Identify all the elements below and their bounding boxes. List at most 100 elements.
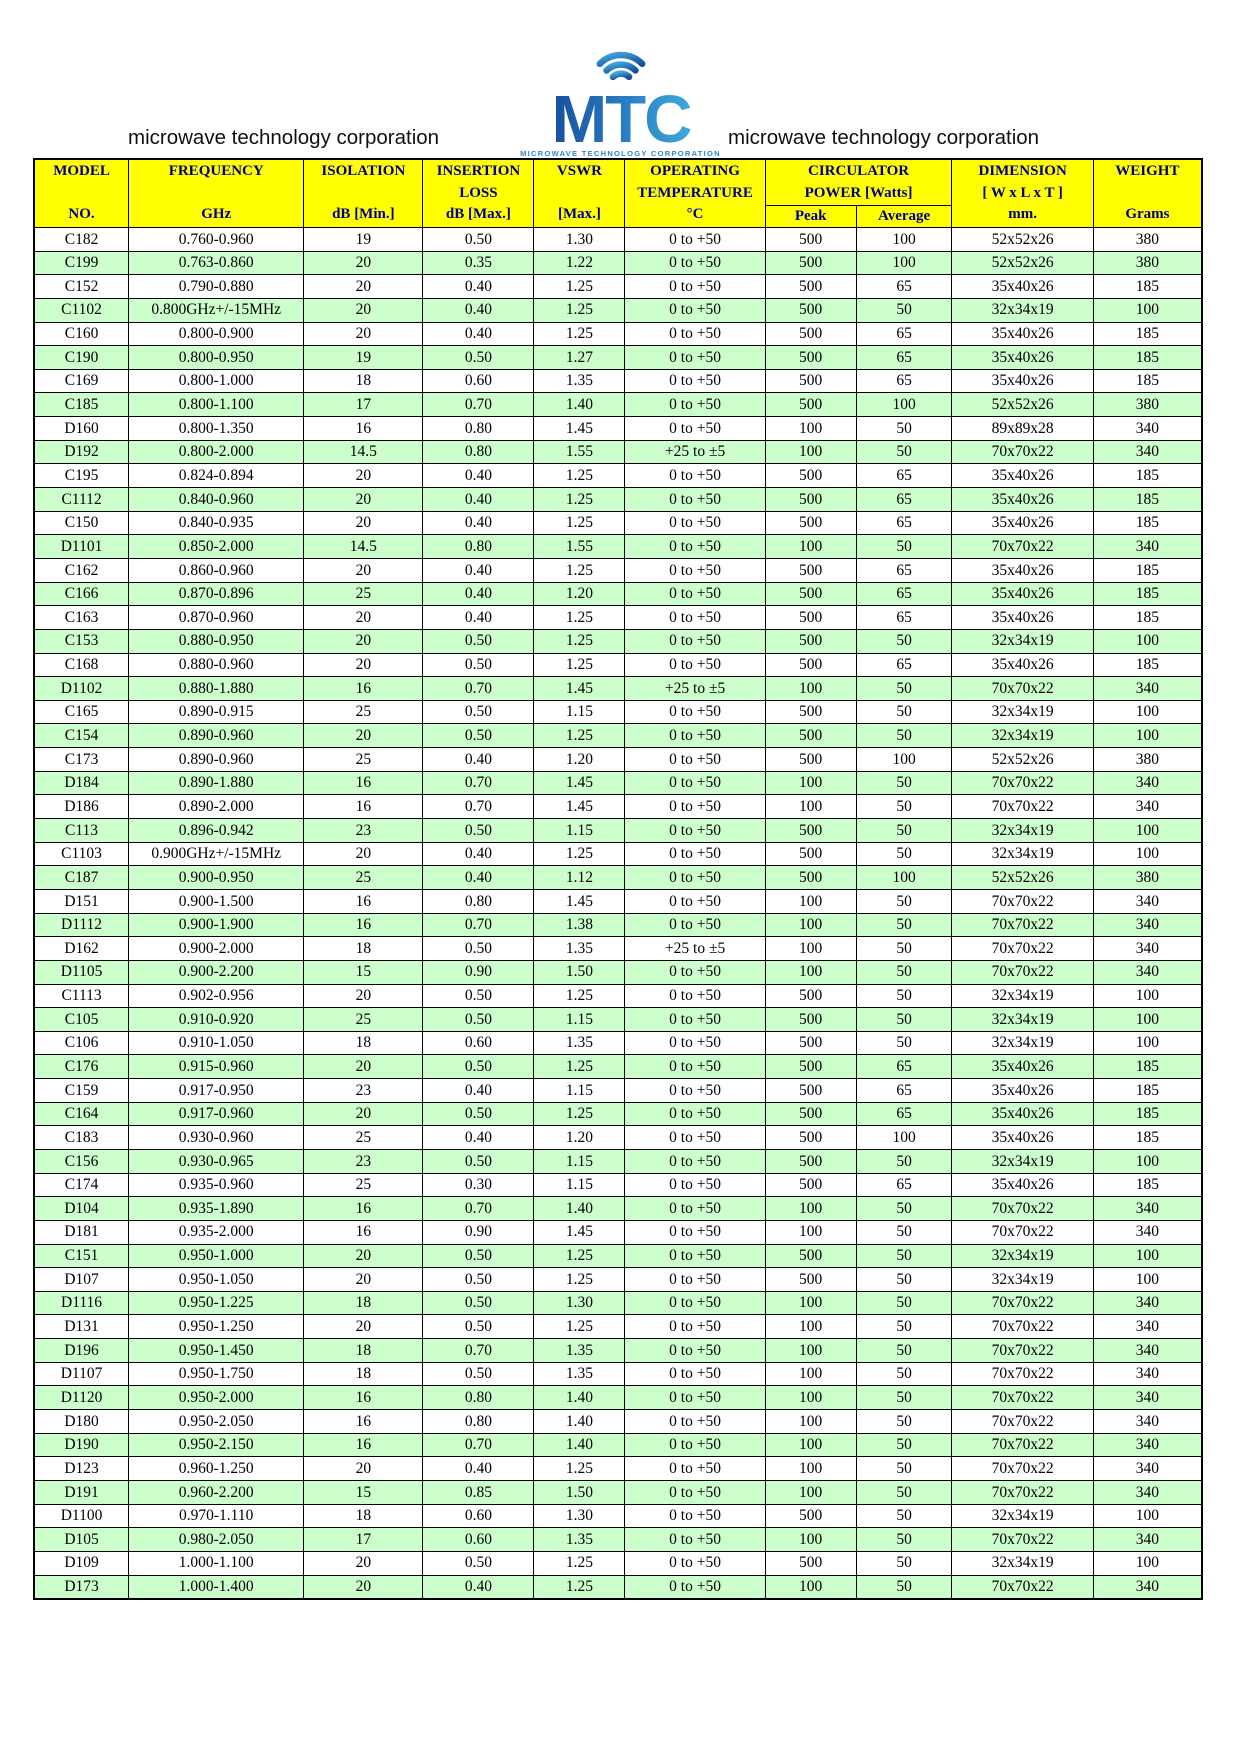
cell: 0.896-0.942 — [128, 818, 305, 843]
table-row: C105 0.910-0.920 25 0.50 1.15 0 to +50 500 50 32… — [33, 1007, 1203, 1032]
cell: 65 — [855, 1054, 953, 1080]
cell: 1.50 — [533, 959, 626, 985]
column-unit: mm. — [1008, 206, 1038, 222]
cell: 0.40 — [422, 747, 535, 772]
cell: 70x70x22 — [951, 534, 1094, 559]
cell: 100 — [855, 1125, 953, 1150]
cell: C1102 — [33, 297, 130, 323]
table-row: C160 0.800-0.900 20 0.40 1.25 0 to +50 500 65 35… — [33, 321, 1203, 347]
cell: D191 — [33, 1479, 130, 1505]
cell: 1.15 — [533, 699, 626, 725]
cell: 100 — [1092, 1148, 1203, 1174]
table-row: D173 1.000-1.400 20 0.40 1.25 0 to +50 100 50 70… — [33, 1574, 1203, 1600]
table-row: C173 0.890-0.960 25 0.40 1.20 0 to +50 500 100 5… — [33, 747, 1203, 772]
cell: 340 — [1092, 1219, 1203, 1245]
table-row: D196 0.950-1.450 18 0.70 1.35 0 to +50 100 50 70… — [33, 1338, 1203, 1363]
table-row: D190 0.950-2.150 16 0.70 1.40 0 to +50 100 50 70… — [33, 1432, 1203, 1458]
cell: 0.800-0.950 — [128, 345, 305, 370]
cell: 0.910-1.050 — [128, 1030, 305, 1056]
cell: 0.70 — [422, 676, 535, 701]
cell: 0 to +50 — [624, 1574, 766, 1600]
cell: 65 — [855, 274, 953, 299]
cell: 0 to +50 — [624, 983, 766, 1009]
cell: 1.25 — [533, 841, 626, 867]
cell: 52x52x26 — [951, 250, 1094, 276]
cell: 0.824-0.894 — [128, 463, 305, 489]
cell: C166 — [33, 581, 130, 607]
cell: D104 — [33, 1196, 130, 1221]
cell: 0.50 — [422, 227, 535, 252]
cell: D181 — [33, 1219, 130, 1245]
cell: 16 — [303, 888, 424, 914]
cell: +25 to ±5 — [624, 676, 766, 701]
cell: D123 — [33, 1456, 130, 1481]
cell: 89x89x28 — [951, 416, 1094, 441]
cell: D109 — [33, 1550, 130, 1576]
cell: 50 — [855, 1007, 953, 1032]
cell: 1.000-1.100 — [128, 1550, 305, 1576]
cell: C176 — [33, 1054, 130, 1080]
cell: 100 — [855, 250, 953, 276]
cell: D1105 — [33, 959, 130, 985]
cell: 100 — [855, 747, 953, 772]
cell: 1.45 — [533, 1219, 626, 1245]
cell: 20 — [303, 487, 424, 512]
cell: 1.15 — [533, 818, 626, 843]
cell: 185 — [1092, 487, 1203, 512]
cell: D190 — [33, 1432, 130, 1458]
cell: 65 — [855, 510, 953, 536]
cell: 0.50 — [422, 1290, 535, 1316]
cell: 70x70x22 — [951, 439, 1094, 465]
cell: 1.25 — [533, 557, 626, 583]
cell: 50 — [855, 439, 953, 465]
cell: 0.950-1.250 — [128, 1314, 305, 1340]
cell: 500 — [764, 865, 857, 890]
wifi-arcs-icon — [596, 51, 645, 81]
cell: 0 to +50 — [624, 1030, 766, 1056]
cell: 100 — [764, 676, 857, 701]
cell: 20 — [303, 1314, 424, 1340]
cell: 1.35 — [533, 1030, 626, 1056]
cell: 1.25 — [533, 1054, 626, 1080]
column-unit: NO. — [68, 206, 95, 222]
cell: 1.35 — [533, 936, 626, 961]
table-row: D1116 0.950-1.225 18 0.50 1.30 0 to +50 100 50 7… — [33, 1290, 1203, 1316]
cell: 500 — [764, 274, 857, 299]
cell: C190 — [33, 345, 130, 370]
cell: 0 to +50 — [624, 392, 766, 418]
cell: 500 — [764, 557, 857, 583]
cell: 0 to +50 — [624, 297, 766, 323]
cell: 0.40 — [422, 557, 535, 583]
cell: 340 — [1092, 794, 1203, 820]
cell: 65 — [855, 557, 953, 583]
cell: 35x40x26 — [951, 557, 1094, 583]
cell: C195 — [33, 463, 130, 489]
cell: 0 to +50 — [624, 1078, 766, 1103]
cell: 16 — [303, 416, 424, 441]
column-header-weight: WEIGHT Grams — [1092, 158, 1203, 228]
column-label2: TEMPERATURE — [637, 185, 753, 201]
cell: 1.15 — [533, 1007, 626, 1032]
cell: 52x52x26 — [951, 392, 1094, 418]
table-row: C176 0.915-0.960 20 0.50 1.25 0 to +50 500 65 35… — [33, 1054, 1203, 1080]
cell: 340 — [1092, 1361, 1203, 1387]
table-row: C150 0.840-0.935 20 0.40 1.25 0 to +50 500 65 35… — [33, 510, 1203, 536]
cell: 35x40x26 — [951, 368, 1094, 394]
cell: 0 to +50 — [624, 1409, 766, 1434]
cell: 0.890-2.000 — [128, 794, 305, 820]
cell: 32x34x19 — [951, 1030, 1094, 1056]
cell: 1.40 — [533, 392, 626, 418]
cell: 500 — [764, 605, 857, 630]
table-row: C152 0.790-0.880 20 0.40 1.25 0 to +50 500 65 35… — [33, 274, 1203, 299]
table-row: C174 0.935-0.960 25 0.30 1.15 0 to +50 500 65 35… — [33, 1172, 1203, 1198]
cell: 500 — [764, 1078, 857, 1103]
table-row: C1103 0.900GHz+/-15MHz 20 0.40 1.25 0 to +50 5… — [33, 841, 1203, 867]
cell: 23 — [303, 1078, 424, 1103]
cell: 0 to +50 — [624, 1007, 766, 1032]
table-row: C159 0.917-0.950 23 0.40 1.15 0 to +50 500 65 35… — [33, 1078, 1203, 1103]
cell: 340 — [1092, 888, 1203, 914]
cell: 23 — [303, 818, 424, 843]
cell: 500 — [764, 699, 857, 725]
cell: 340 — [1092, 1385, 1203, 1411]
cell: 0 to +50 — [624, 1101, 766, 1127]
